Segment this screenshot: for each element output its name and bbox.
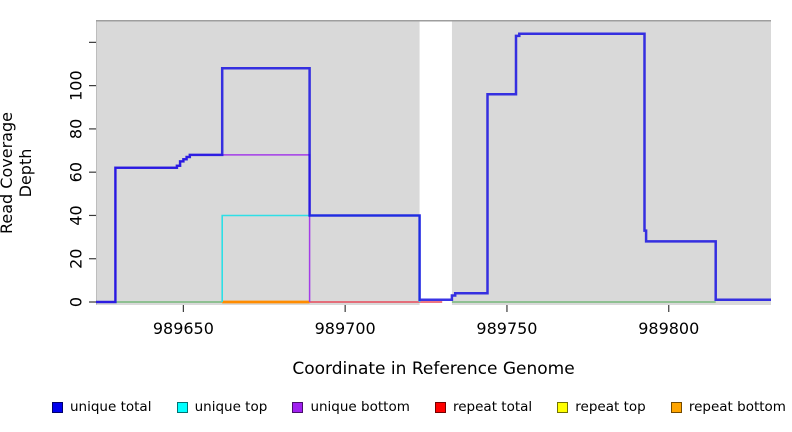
y-tick-label: 80 — [67, 119, 86, 139]
x-tick-label: 989800 — [638, 319, 699, 338]
repeat-top-swatch-icon — [557, 401, 569, 413]
legend-item-unique-total: unique total — [52, 399, 151, 415]
y-axis-title: Read Coverage Depth — [0, 112, 35, 234]
legend-label: repeat bottom — [688, 399, 786, 415]
x-axis-title: Coordinate in Reference Genome — [292, 359, 575, 379]
y-tick-label: 40 — [67, 205, 86, 225]
legend-label: repeat total — [452, 399, 533, 415]
legend-item-repeat-top: repeat top — [557, 399, 646, 415]
x-tick-label: 989650 — [153, 319, 214, 338]
legend-item-unique-bottom: unique bottom — [292, 399, 410, 415]
x-tick-label: 989700 — [315, 319, 376, 338]
unique-top-swatch-icon — [176, 401, 188, 413]
repeat-total-swatch-icon — [434, 401, 446, 413]
legend-label: repeat top — [575, 399, 646, 415]
x-tick-label: 989750 — [476, 319, 537, 338]
no-data-gap-band — [419, 21, 452, 305]
legend-label: unique total — [70, 399, 152, 415]
y-tick-label: 60 — [67, 162, 86, 182]
coverage-chart: 989650 989700 989750 989800 0 20 40 60 80 100 — [67, 20, 771, 338]
legend-item-repeat-bottom: repeat bottom — [670, 399, 786, 415]
unique-total-swatch-icon — [52, 401, 63, 413]
unique-bottom-swatch-icon — [292, 401, 304, 413]
legend-label: unique bottom — [310, 399, 410, 415]
y-tick-label: 0 — [67, 297, 86, 307]
legend-item-repeat-total: repeat total — [434, 399, 533, 415]
y-tick-label: 20 — [67, 249, 86, 269]
repeat-bottom-swatch-icon — [670, 401, 682, 413]
legend-label: unique top — [194, 399, 268, 415]
legend: unique total unique top unique bottom repea… — [52, 399, 786, 415]
legend-item-unique-top: unique top — [176, 399, 268, 415]
y-tick-label: 100 — [67, 70, 86, 101]
series-unique-total-line — [96, 32, 771, 304]
